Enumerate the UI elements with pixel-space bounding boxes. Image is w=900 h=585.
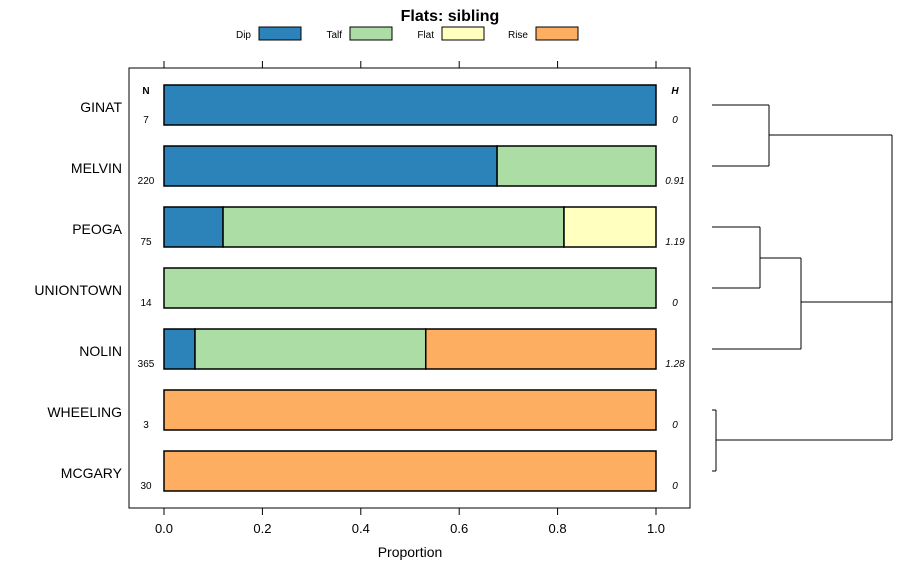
n-value: 14 <box>140 298 152 309</box>
row-labels: GINAT 7 0 MELVIN 220 0.91 PEOGA 75 1.19 UNIONTOWN… <box>34 99 685 492</box>
legend-swatch-rise <box>535 26 579 41</box>
x-axis-label: Proportion <box>378 544 443 560</box>
legend: Dip Talf Flat Rise <box>236 26 579 41</box>
n-value: 365 <box>138 359 155 370</box>
dendrogram <box>712 104 893 472</box>
h-value: 1.28 <box>665 359 685 370</box>
category-label: GINAT <box>80 99 122 115</box>
category-label: MELVIN <box>71 160 122 176</box>
n-value: 7 <box>143 115 149 126</box>
bar-segment-uniontown-talf <box>163 267 657 309</box>
h-value: 0 <box>672 420 678 431</box>
h-header: H <box>671 86 679 97</box>
legend-label-talf: Talf <box>326 30 342 41</box>
n-value: 3 <box>143 420 149 431</box>
x-tick-label: 0.2 <box>253 521 271 536</box>
bar-segment-melvin-talf <box>496 145 657 187</box>
h-value: 0 <box>672 481 678 492</box>
bar-segment-nolin-rise <box>424 328 657 370</box>
n-value: 30 <box>140 481 152 492</box>
x-tick-label: 0.6 <box>450 521 468 536</box>
bars <box>163 84 657 492</box>
legend-label-flat: Flat <box>417 30 434 41</box>
bar-segment-peoga-dip <box>163 206 224 248</box>
plot-frame <box>128 67 691 509</box>
h-value: 0.91 <box>665 176 684 187</box>
bar-segment-melvin-dip <box>163 145 498 187</box>
bar-segment-nolin-dip <box>163 328 196 370</box>
h-value: 1.19 <box>665 237 685 248</box>
h-value: 0 <box>672 298 678 309</box>
bar-segment-mcgary-rise <box>163 450 657 492</box>
bar-segment-peoga-flat <box>563 206 657 248</box>
n-header: N <box>142 86 149 97</box>
category-label: UNIONTOWN <box>34 282 122 298</box>
axes: 0.0 0.2 0.4 0.6 0.8 1.0 <box>155 61 665 536</box>
legend-swatch-talf <box>349 26 393 41</box>
x-tick-label: 0.0 <box>155 521 173 536</box>
bar-segment-peoga-talf <box>222 206 565 248</box>
category-label: NOLIN <box>79 343 122 359</box>
n-value: 220 <box>138 176 155 187</box>
legend-swatch-flat <box>441 26 485 41</box>
bar-segment-wheeling-rise <box>163 389 657 431</box>
bar-segment-ginat-dip <box>163 84 657 126</box>
legend-label-rise: Rise <box>508 30 528 41</box>
x-tick-label: 0.4 <box>352 521 370 536</box>
n-value: 75 <box>140 237 152 248</box>
bar-segment-nolin-talf <box>194 328 427 370</box>
x-tick-label: 0.8 <box>549 521 567 536</box>
category-label: WHEELING <box>47 404 122 420</box>
chart-title: Flats: sibling <box>401 8 500 25</box>
h-value: 0 <box>672 115 678 126</box>
category-label: PEOGA <box>72 221 122 237</box>
x-tick-label: 1.0 <box>647 521 665 536</box>
legend-swatch-dip <box>258 26 302 41</box>
legend-label-dip: Dip <box>236 30 251 41</box>
category-label: MCGARY <box>61 465 123 481</box>
